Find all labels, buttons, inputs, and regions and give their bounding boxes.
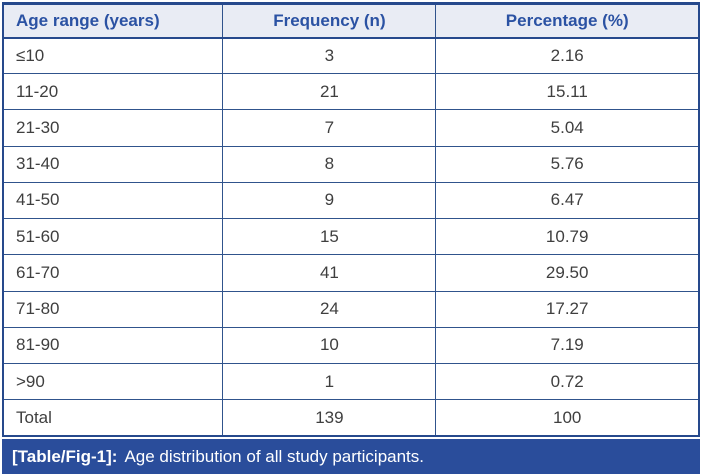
table-cell-age: ≤10 — [2, 36, 224, 75]
figure-caption-bar: [Table/Fig-1]: Age distribution of all s… — [2, 439, 700, 474]
table-cell-frequency: 7 — [222, 109, 437, 147]
table-cell-percentage: 15.11 — [435, 73, 700, 111]
table-row: >90 1 0.72 — [2, 362, 700, 401]
table-cell-percentage: 29.50 — [435, 254, 700, 292]
table-row: 21-30 7 5.04 — [2, 109, 700, 147]
table-cell-age: Total — [2, 399, 224, 437]
table-cell-age: 21-30 — [2, 109, 224, 147]
table-cell-frequency: 1 — [222, 362, 437, 401]
table-cell-age: 71-80 — [2, 290, 224, 328]
header-row: Age range (years) Frequency (n) Percenta… — [2, 3, 700, 39]
table-cell-frequency: 21 — [222, 73, 437, 111]
table-row: 51-60 15 10.79 — [2, 218, 700, 256]
table-cell-frequency: 41 — [222, 254, 437, 292]
table-cell-age: >90 — [2, 362, 224, 401]
table-cell-percentage: 7.19 — [435, 326, 700, 364]
table-cell-frequency: 10 — [222, 326, 437, 364]
table-row: 11-20 21 15.11 — [2, 73, 700, 111]
table-row: 71-80 24 17.27 — [2, 290, 700, 328]
table-cell-age: 11-20 — [2, 73, 224, 111]
table-cell-age: 51-60 — [2, 218, 224, 256]
table-row: 31-40 8 5.76 — [2, 145, 700, 183]
table-cell-percentage: 17.27 — [435, 290, 700, 328]
table-row: 81-90 10 7.19 — [2, 326, 700, 364]
table-row: 41-50 9 6.47 — [2, 181, 700, 220]
table-cell-percentage: 0.72 — [435, 362, 700, 401]
column-header-percentage: Percentage (%) — [435, 3, 700, 39]
table-cell-frequency: 3 — [222, 36, 437, 75]
table-row: 61-70 41 29.50 — [2, 254, 700, 292]
table-cell-frequency: 139 — [222, 399, 437, 437]
table-cell-age: 61-70 — [2, 254, 224, 292]
figure-caption-text: Age distribution of all study participan… — [124, 446, 425, 466]
figure-caption-tag: [Table/Fig-1]: — [12, 446, 118, 466]
table-cell-age: 81-90 — [2, 326, 224, 364]
table-cell-age: 31-40 — [2, 145, 224, 183]
table-row: ≤10 3 2.16 — [2, 36, 700, 75]
age-distribution-table: Age range (years) Frequency (n) Percenta… — [2, 2, 700, 437]
table-cell-percentage: 5.76 — [435, 145, 700, 183]
table-cell-frequency: 15 — [222, 218, 437, 256]
table-cell-age: 41-50 — [2, 181, 224, 220]
column-header-frequency: Frequency (n) — [222, 3, 437, 39]
table-cell-percentage: 6.47 — [435, 181, 700, 220]
table-cell-percentage: 2.16 — [435, 36, 700, 75]
table-cell-frequency: 9 — [222, 181, 437, 220]
column-header-age-range: Age range (years) — [2, 3, 224, 39]
table-cell-percentage: 100 — [435, 399, 700, 437]
table-cell-percentage: 10.79 — [435, 218, 700, 256]
table-cell-percentage: 5.04 — [435, 109, 700, 147]
table-cell-frequency: 8 — [222, 145, 437, 183]
table-cell-frequency: 24 — [222, 290, 437, 328]
table-row-total: Total 139 100 — [2, 399, 700, 437]
